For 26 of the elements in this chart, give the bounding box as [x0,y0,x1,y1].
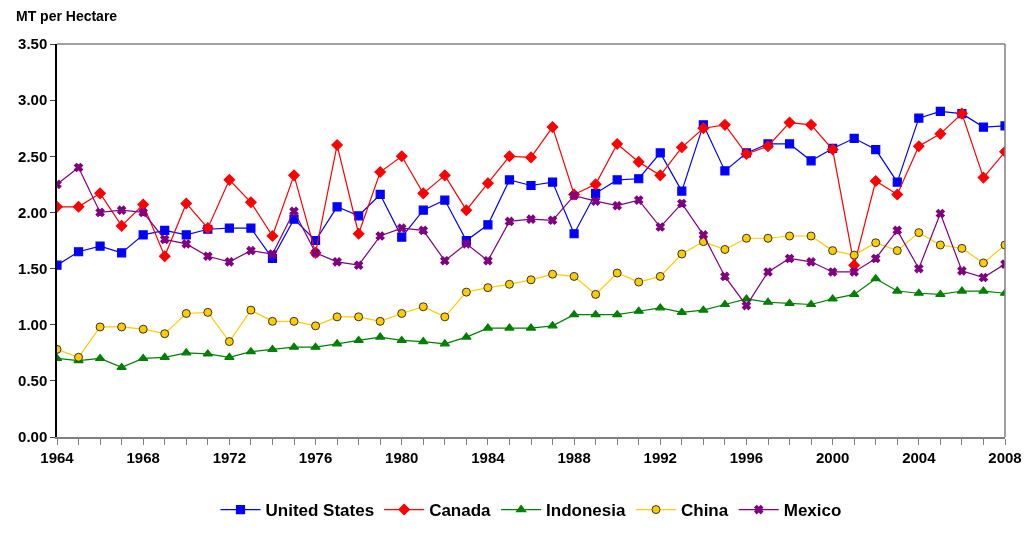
y-tick-label: 0.00 [18,428,48,446]
y-axis-title: MT per Hectare [16,8,118,24]
legend-label: Canada [429,501,492,521]
x-tick-label: 1972 [212,449,247,466]
x-tick-label: 1968 [126,449,160,466]
x-tick-label: 1980 [385,449,419,466]
x-tick-label: 1996 [729,449,764,466]
x-tick-label: 2000 [815,449,850,466]
y-tick-label: 1.50 [18,259,48,277]
y-tick-label: 3.00 [18,91,48,109]
x-tick-label: 1992 [643,449,677,466]
legend-label: United States [265,501,375,521]
y-tick-label: 3.50 [18,35,48,53]
y-tick-label: 2.50 [18,147,48,165]
legend-label: Indonesia [546,501,626,521]
y-tick-label: 2.00 [18,203,48,221]
y-tick-label: 0.50 [18,372,48,390]
x-tick-label: 1976 [298,449,333,466]
legend-label: Mexico [783,501,842,521]
x-tick-label: 2004 [902,449,937,466]
x-tick-label: 1984 [471,449,506,466]
x-tick-label: 2008 [988,449,1022,466]
y-tick-label: 1.00 [18,315,48,333]
legend-label: China [680,501,729,521]
x-tick-label: 1988 [557,449,591,466]
x-tick-label: 1964 [40,449,75,466]
